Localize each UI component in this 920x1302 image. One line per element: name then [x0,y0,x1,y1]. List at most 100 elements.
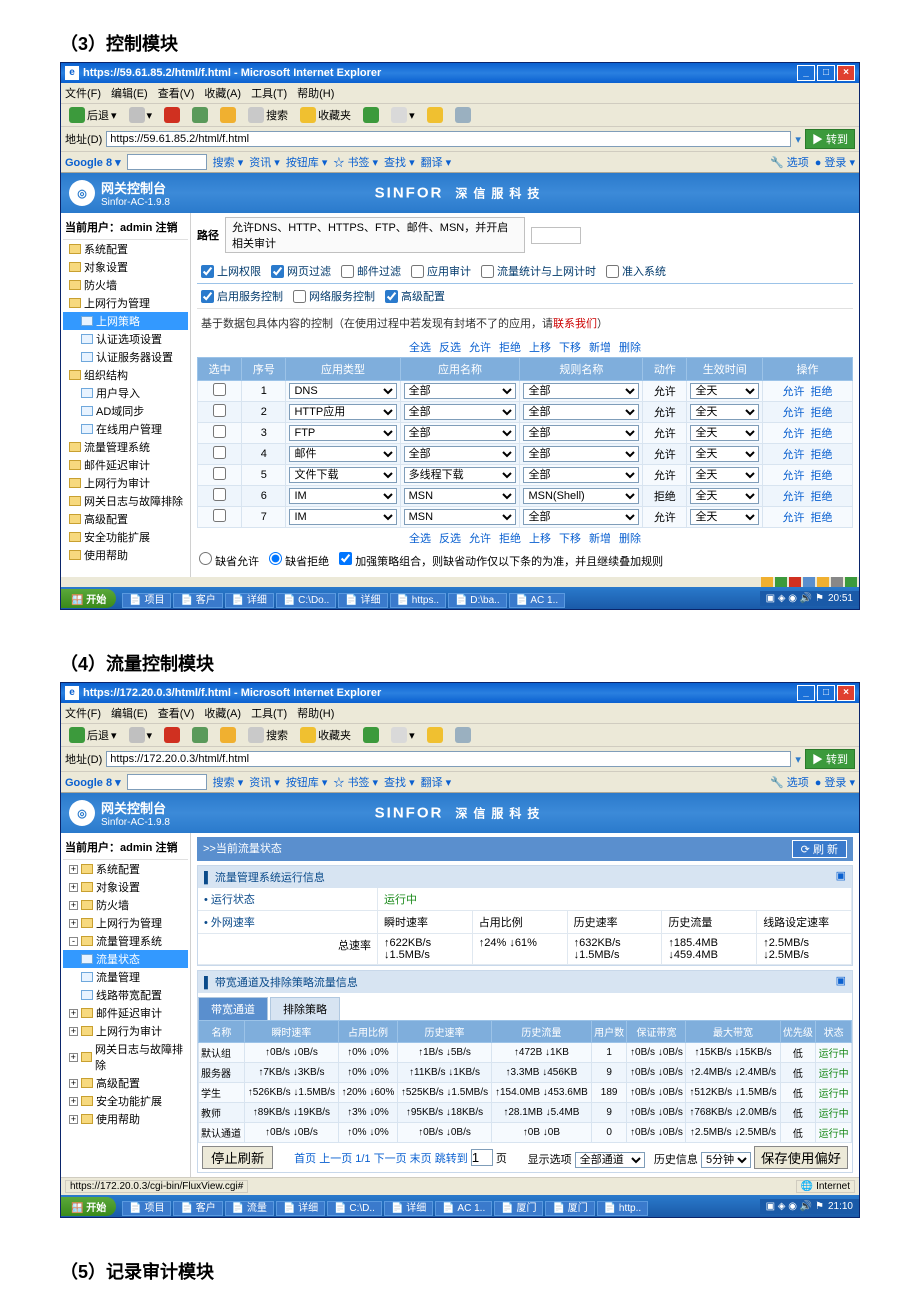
nav-item[interactable]: 网关日志与故障排除 [63,492,188,510]
current-user[interactable]: 当前用户：admin 注销 [63,837,188,860]
expand-icon[interactable]: + [69,1079,78,1088]
address-input[interactable] [106,131,791,147]
taskbar-button[interactable]: 📄 D:\ba.. [448,593,507,608]
pager-links[interactable]: 首页 上一页 1/1 下一页 末页 跳转到 [294,1153,468,1165]
nav-item[interactable]: 安全功能扩展 [63,528,188,546]
start-button[interactable]: 🪟 开始 [61,589,116,608]
op-deny-link[interactable]: 拒绝 [811,512,833,524]
back-button[interactable]: 后退 ▾ [65,726,121,744]
close-button[interactable]: × [837,65,855,81]
minimize-button[interactable]: _ [797,685,815,701]
row-checkbox[interactable] [213,404,226,417]
nav-item[interactable]: -流量管理系统 [63,932,188,950]
app-type-select[interactable]: FTP [289,425,396,441]
op-deny-link[interactable]: 拒绝 [811,491,833,503]
nav-item[interactable]: 邮件延迟审计 [63,456,188,474]
path-extra-input[interactable] [531,227,581,244]
go-button[interactable]: ▶ 转到 [805,129,855,149]
rule-name-select[interactable]: 全部 [523,467,639,483]
nav-item[interactable]: +邮件延迟审计 [63,1004,188,1022]
nav-item[interactable]: 用户导入 [63,384,188,402]
menu-help[interactable]: 帮助(H) [297,85,334,101]
taskbar-button[interactable]: 📄 详细 [384,1201,433,1216]
refresh-button[interactable] [188,106,212,124]
nav-item[interactable]: 组织结构 [63,366,188,384]
nav-item[interactable]: +使用帮助 [63,1110,188,1128]
g-options[interactable]: 🔧 选项 [770,774,809,790]
g-buttons[interactable]: 按钮库 ▾ [286,774,328,790]
app-name-select[interactable]: 全部 [404,425,517,441]
app-name-select[interactable]: 多线程下载 [404,467,517,483]
nav-item[interactable]: 使用帮助 [63,546,188,564]
tab-exclude-policy[interactable]: 排除策略 [270,997,340,1020]
print-button[interactable] [451,726,475,744]
taskbar-button[interactable]: 📄 项目 [122,1201,171,1216]
menu-fav[interactable]: 收藏(A) [204,705,241,721]
op-allow-link[interactable]: 允许 [783,470,805,482]
taskbar-button[interactable]: 📄 详细 [338,593,387,608]
mail-button[interactable] [423,726,447,744]
g-search[interactable]: 搜索 ▾ [213,774,244,790]
row-checkbox[interactable] [213,425,226,438]
back-button[interactable]: 后退 ▾ [65,106,121,124]
tab-checkbox[interactable]: 流量统计与上网计时 [481,263,596,279]
nav-item[interactable]: 系统配置 [63,240,188,258]
menu-edit[interactable]: 编辑(E) [111,705,148,721]
nav-item[interactable]: +上网行为审计 [63,1022,188,1040]
action-link[interactable]: 拒绝 [499,533,521,545]
app-type-select[interactable]: IM [289,488,396,504]
action-link[interactable]: 上移 [529,533,551,545]
mini-icon[interactable] [845,577,857,587]
menu-tools[interactable]: 工具(T) [251,705,287,721]
rule-name-select[interactable]: 全部 [523,383,639,399]
nav-item[interactable]: 上网行为管理 [63,294,188,312]
home-button[interactable] [216,106,240,124]
effect-time-select[interactable]: 全天 [690,488,759,504]
mini-icon[interactable] [831,577,843,587]
effect-time-select[interactable]: 全天 [690,404,759,420]
action-link[interactable]: 拒绝 [499,342,521,354]
taskbar-button[interactable]: 📄 流量 [225,1201,274,1216]
favorites-button[interactable]: 收藏夹 [296,726,355,744]
nav-item[interactable]: +高级配置 [63,1074,188,1092]
google-search-input[interactable] [127,774,207,790]
subtab-checkbox[interactable]: 高级配置 [385,288,445,304]
nav-item[interactable]: 流量管理系统 [63,438,188,456]
collapse-icon[interactable]: ▣ [836,974,846,990]
taskbar-button[interactable]: 📄 详细 [225,593,274,608]
rule-name-select[interactable]: 全部 [523,509,639,525]
action-link[interactable]: 删除 [619,342,641,354]
rule-name-select[interactable]: 全部 [523,404,639,420]
g-bookmarks[interactable]: ☆ 书签 ▾ [333,154,378,170]
action-link[interactable]: 允许 [469,342,491,354]
menu-view[interactable]: 查看(V) [158,85,195,101]
taskbar-button[interactable]: 📄 C:\D.. [327,1201,382,1216]
app-type-select[interactable]: 文件下载 [289,467,396,483]
stop-refresh-button[interactable]: 停止刷新 [202,1146,273,1169]
nav-item[interactable]: +安全功能扩展 [63,1092,188,1110]
nav-item[interactable]: +上网行为管理 [63,914,188,932]
collapse-icon[interactable]: ▣ [836,869,846,885]
expand-icon[interactable]: - [69,937,78,946]
g-translate[interactable]: 翻译 ▾ [421,774,452,790]
op-deny-link[interactable]: 拒绝 [811,449,833,461]
app-type-select[interactable]: HTTP应用 [289,404,396,420]
nav-item[interactable]: 线路带宽配置 [63,986,188,1004]
row-checkbox[interactable] [213,467,226,480]
g-buttons[interactable]: 按钮库 ▾ [286,154,328,170]
nav-item[interactable]: +对象设置 [63,878,188,896]
refresh-button[interactable]: ⟳ 刷 新 [792,840,847,858]
stop-button[interactable] [160,726,184,744]
nav-item[interactable]: 上网策略 [63,312,188,330]
row-checkbox[interactable] [213,509,226,522]
nav-item[interactable]: 认证选项设置 [63,330,188,348]
contact-us-link[interactable]: 联系我们 [553,318,597,330]
op-deny-link[interactable]: 拒绝 [811,428,833,440]
search-button[interactable]: 搜索 [244,106,292,124]
search-button[interactable]: 搜索 [244,726,292,744]
expand-icon[interactable]: + [69,883,78,892]
address-input[interactable] [106,751,791,767]
action-link[interactable]: 允许 [469,533,491,545]
taskbar-button[interactable]: 📄 https.. [390,593,446,608]
google-logo[interactable]: Google 8 ▾ [65,156,121,169]
